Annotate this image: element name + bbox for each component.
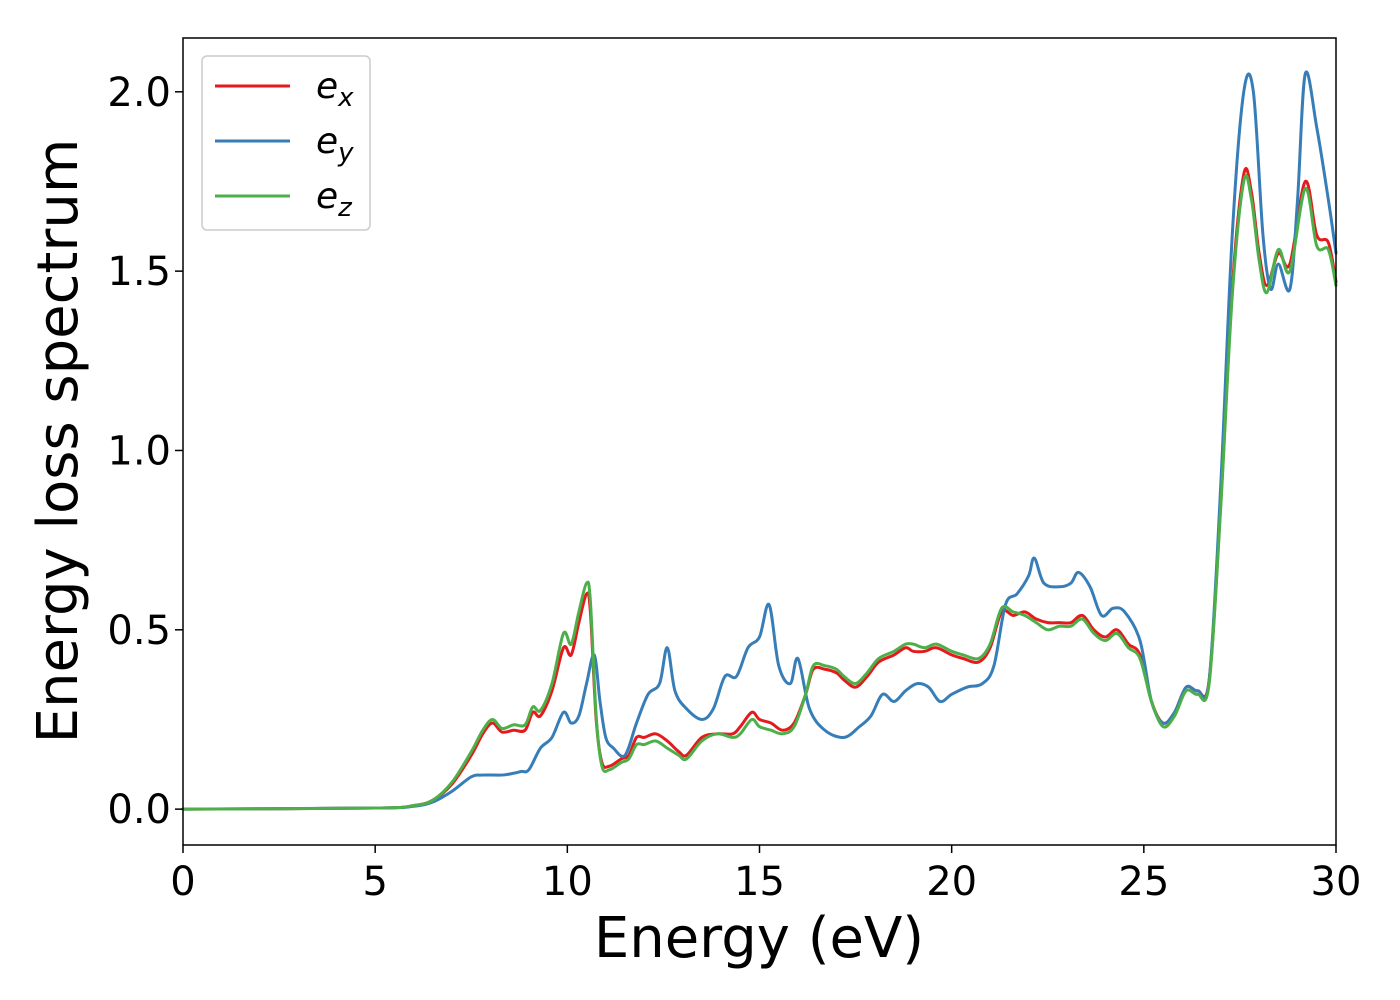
x-tick-label: 15 — [734, 859, 785, 905]
x-tick-label: 0 — [170, 859, 195, 905]
x-tick-label: 20 — [926, 859, 977, 905]
x-tick-label: 10 — [542, 859, 593, 905]
x-tick-label: 5 — [362, 859, 387, 905]
legend-label-x: ex — [316, 66, 354, 113]
series-line-z — [181, 174, 1338, 811]
x-axis-title: Energy (eV) — [594, 906, 924, 971]
y-tick-label: 1.0 — [107, 428, 171, 474]
y-tick-label: 1.5 — [107, 249, 171, 295]
legend-label-z: ez — [316, 176, 353, 223]
x-axis: 0 5 10 15 20 25 30 — [170, 845, 1361, 905]
x-tick-label: 30 — [1311, 859, 1362, 905]
y-tick-label: 0.0 — [107, 787, 171, 833]
legend: ex ey ez — [201, 55, 371, 231]
series-layer — [181, 70, 1338, 811]
x-tick-label: 25 — [1118, 859, 1169, 905]
y-axis-title: Energy loss spectrum — [26, 139, 91, 744]
legend-box — [201, 55, 371, 231]
legend-label-y: ey — [316, 121, 354, 168]
y-axis: 0.0 0.5 1.0 1.5 2.0 — [107, 70, 183, 833]
y-tick-label: 0.5 — [107, 608, 171, 654]
y-tick-label: 2.0 — [107, 70, 171, 116]
